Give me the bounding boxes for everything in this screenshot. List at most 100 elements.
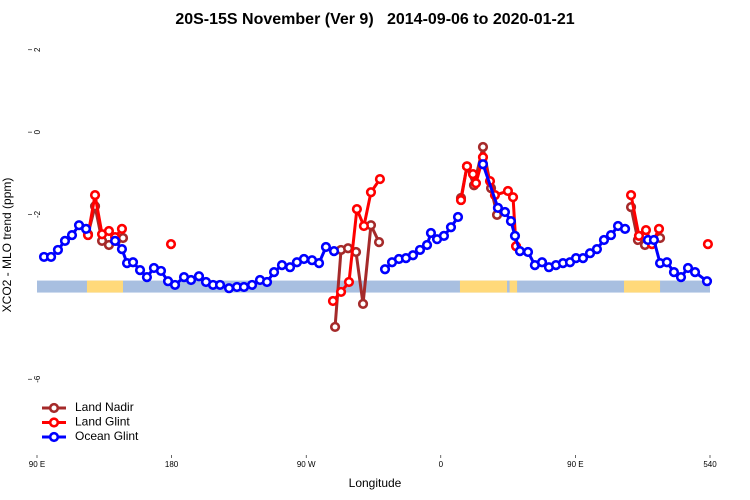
data-point xyxy=(702,239,714,250)
data-point xyxy=(477,159,489,170)
land-band xyxy=(86,280,123,293)
data-point xyxy=(214,279,226,291)
data-point xyxy=(328,246,340,257)
data-point xyxy=(421,239,433,251)
y-tick-label: 0 xyxy=(33,129,42,134)
data-point xyxy=(80,223,92,235)
data-point xyxy=(514,246,526,257)
data-point xyxy=(653,223,665,235)
data-point xyxy=(284,262,296,273)
data-point xyxy=(682,262,694,274)
data-point xyxy=(358,220,370,232)
data-point xyxy=(452,211,464,223)
data-point xyxy=(577,253,589,264)
x-axis-label: Longitude xyxy=(349,476,402,490)
y-tick-label: -6 xyxy=(33,375,42,383)
data-point xyxy=(116,243,128,255)
data-point xyxy=(103,225,115,237)
data-point xyxy=(591,243,603,255)
data-point xyxy=(425,227,437,239)
data-point xyxy=(89,190,101,201)
data-point xyxy=(505,215,517,227)
data-point xyxy=(467,169,479,180)
land-band xyxy=(624,280,661,293)
data-point xyxy=(438,230,450,242)
data-point xyxy=(246,279,258,291)
data-point xyxy=(461,161,473,172)
data-point xyxy=(379,264,391,275)
data-point xyxy=(169,279,181,291)
data-point xyxy=(668,267,680,278)
data-point xyxy=(268,267,280,278)
legend-label: Land Nadir xyxy=(75,400,134,414)
data-point xyxy=(492,202,504,214)
data-point xyxy=(502,185,514,197)
y-tick-label: -2 xyxy=(33,210,42,218)
data-point xyxy=(477,141,489,153)
x-tick-label: 90 E xyxy=(567,460,583,469)
land-band xyxy=(459,280,508,293)
data-point xyxy=(407,250,419,261)
x-tick-label: 90 E xyxy=(29,460,45,469)
data-point xyxy=(109,235,121,246)
x-tick-label: 540 xyxy=(703,460,717,469)
data-point xyxy=(584,248,596,259)
data-point xyxy=(689,267,701,278)
data-point xyxy=(640,225,652,236)
data-point xyxy=(522,246,534,258)
data-point xyxy=(625,190,637,201)
data-point xyxy=(499,206,511,218)
data-point xyxy=(598,234,610,246)
data-point xyxy=(185,274,197,286)
data-point xyxy=(45,251,57,263)
data-point xyxy=(223,283,235,294)
data-point xyxy=(141,271,153,283)
data-point xyxy=(414,244,426,256)
data-point xyxy=(675,271,687,283)
data-point xyxy=(536,257,548,268)
data-point xyxy=(335,286,347,298)
data-point xyxy=(374,173,386,185)
data-point xyxy=(193,271,205,282)
data-point xyxy=(445,222,457,233)
data-point xyxy=(648,234,660,246)
y-tick-label: 2 xyxy=(33,47,42,52)
data-point xyxy=(298,253,310,265)
data-point xyxy=(701,276,713,287)
data-point xyxy=(619,223,631,235)
legend-swatch xyxy=(48,402,60,414)
x-tick-label: 0 xyxy=(439,460,444,469)
x-tick-label: 90 W xyxy=(297,460,316,469)
data-point xyxy=(165,239,177,250)
series-line xyxy=(86,145,661,328)
data-point xyxy=(238,281,250,293)
legend-label: Land Glint xyxy=(75,415,130,429)
data-point xyxy=(327,295,339,307)
legend-swatch xyxy=(48,417,60,428)
data-point xyxy=(633,230,645,242)
data-point xyxy=(320,241,332,253)
data-point xyxy=(509,230,521,242)
data-point xyxy=(343,276,355,288)
data-point xyxy=(455,194,467,206)
y-axis-label: XCO2 - MLO trend (ppm) xyxy=(0,178,14,313)
data-point xyxy=(261,276,273,288)
data-point xyxy=(507,192,519,203)
data-point xyxy=(134,264,146,276)
data-point xyxy=(365,187,377,198)
ocean-band xyxy=(37,280,710,293)
data-point xyxy=(127,257,139,268)
data-point xyxy=(117,232,129,244)
data-point xyxy=(470,178,482,189)
data-point xyxy=(116,223,128,235)
legend-swatch xyxy=(48,431,60,443)
data-point xyxy=(605,229,617,241)
data-point xyxy=(313,257,325,269)
data-point xyxy=(357,298,369,309)
data-point xyxy=(373,236,385,248)
land-band xyxy=(509,280,518,293)
data-point xyxy=(342,243,354,254)
data-point xyxy=(59,235,71,246)
